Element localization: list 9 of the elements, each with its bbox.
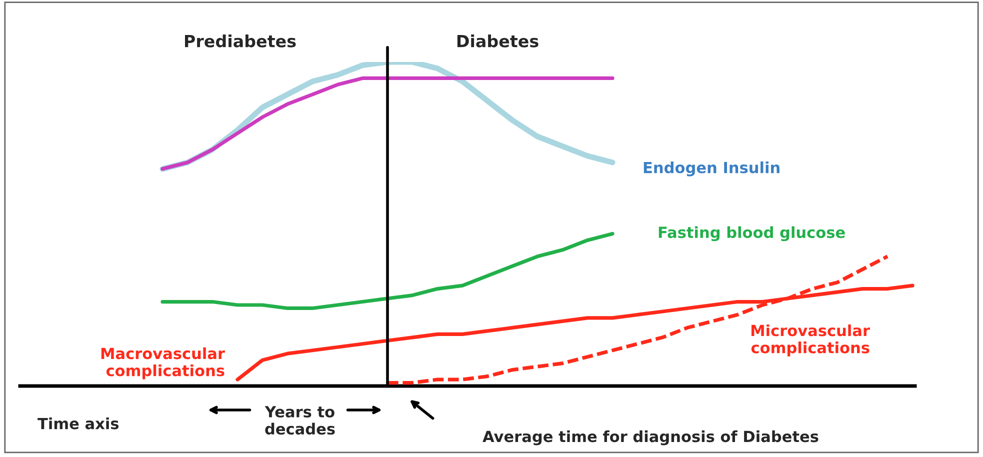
- series-label: Macrovascular complications: [101, 347, 225, 380]
- text: Endogen Insulin: [644, 161, 780, 176]
- text: Diabetes: [457, 34, 538, 48]
- text: Time axis: [38, 417, 119, 430]
- text: Fasting blood glucose: [658, 226, 845, 242]
- series-label: Microvascular complications: [751, 324, 870, 356]
- text: Average time for diagnosis of Diabetes: [482, 430, 818, 446]
- text: Prediabetes: [185, 34, 296, 48]
- text: Years to decades: [264, 406, 335, 435]
